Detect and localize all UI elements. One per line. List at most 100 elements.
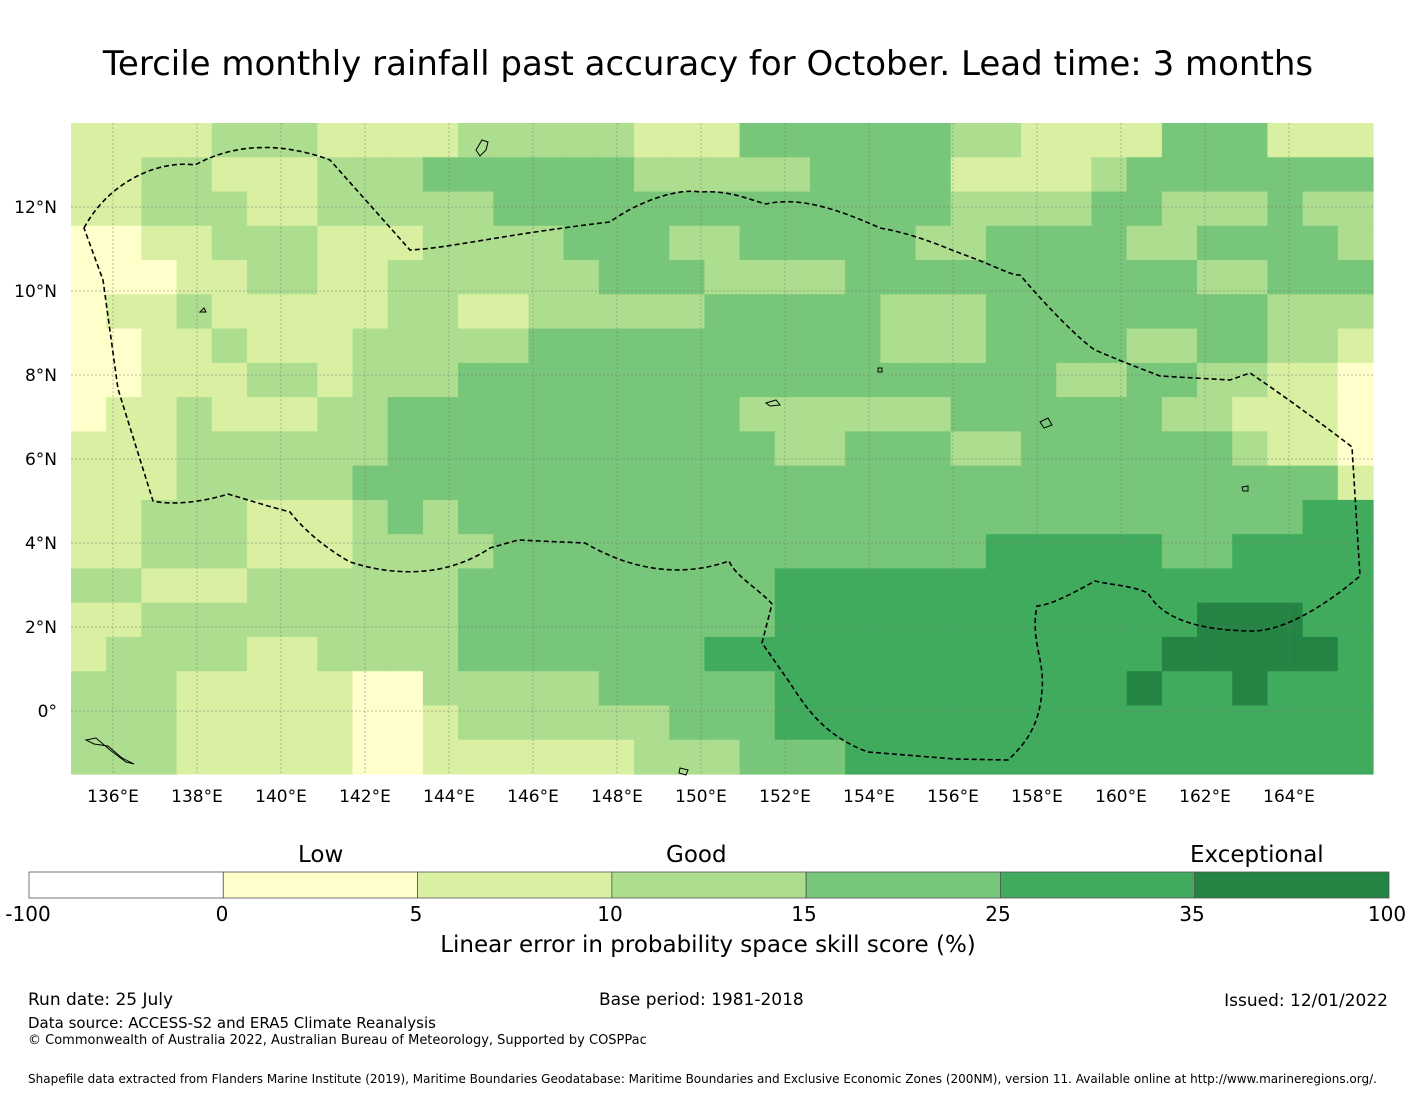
skill-cell (880, 739, 917, 775)
skill-cell (246, 739, 283, 775)
skill-cell (1126, 328, 1163, 364)
skill-cell (106, 705, 142, 741)
skill-cell (106, 123, 142, 158)
skill-cell (845, 534, 881, 570)
skill-cell (1267, 465, 1304, 501)
skill-cell (422, 123, 459, 158)
skill-cell (1126, 568, 1163, 604)
skill-cell (669, 671, 706, 707)
skill-cell (704, 157, 741, 193)
skill-cell (387, 362, 424, 398)
skill-cell (141, 397, 178, 432)
copyright: © Commonwealth of Australia 2022, Austra… (28, 1033, 647, 1048)
skill-cell (422, 671, 459, 707)
skill-cell (282, 260, 318, 295)
skill-cell (106, 431, 142, 467)
skill-cell (1126, 534, 1163, 570)
skill-cell (528, 260, 565, 295)
skill-cell (563, 499, 600, 535)
skill-cell (317, 294, 354, 330)
run-date: Run date: 25 July (28, 990, 174, 1010)
skill-cell (774, 260, 811, 295)
skill-cell (1091, 328, 1128, 364)
skill-cell (317, 534, 354, 570)
skill-cell (985, 328, 1022, 364)
skill-map: 136°E 138°E 140°E 142°E 144°E 146°E 148°E 150°E… (14, 123, 1374, 807)
skill-cell (1056, 705, 1093, 741)
skill-cell (563, 739, 600, 775)
data-source: Data source: ACCESS-S2 and ERA5 Climate … (28, 1014, 436, 1032)
skill-cell (809, 260, 846, 295)
skill-cell (141, 362, 178, 398)
skill-cell (598, 636, 635, 672)
skill-cell (141, 157, 178, 193)
skill-cell (1091, 534, 1128, 570)
skill-cell (1056, 362, 1093, 398)
skill-cell (985, 499, 1022, 535)
skill-cell (774, 499, 811, 535)
skill-cell (669, 465, 706, 501)
skill-cell (1021, 123, 1057, 158)
skill-cell (1056, 123, 1093, 158)
skill-cell (528, 739, 565, 775)
skill-cell (985, 397, 1022, 432)
skill-cell (246, 123, 283, 158)
skill-cell (1232, 705, 1269, 741)
skill-cell (1161, 568, 1198, 604)
skill-cell (528, 397, 565, 432)
skill-cell (915, 328, 952, 364)
longitude-label: 140°E (255, 787, 307, 807)
skill-cell (739, 568, 776, 604)
skill-cell (598, 602, 635, 638)
skill-cell (704, 671, 741, 707)
skill-cell (1126, 362, 1163, 398)
skill-cell (422, 534, 459, 570)
skill-cell (774, 123, 811, 158)
skill-cell (1232, 157, 1269, 193)
skill-cell (704, 362, 741, 398)
skill-cell (634, 671, 670, 707)
skill-cell (845, 294, 881, 330)
skill-cell (880, 328, 917, 364)
skill-cell (739, 602, 776, 638)
skill-cell (106, 568, 142, 604)
skill-cell (1267, 191, 1304, 227)
skill-cell (1161, 431, 1198, 467)
skill-cell (1091, 123, 1128, 158)
skill-cell (950, 602, 987, 638)
skill-cell (598, 157, 635, 193)
skill-cell (387, 602, 424, 638)
skill-cell (1056, 157, 1093, 193)
skill-cell (1091, 362, 1128, 398)
skill-cell (1126, 260, 1163, 295)
skill-cell (528, 328, 565, 364)
skill-cell (1126, 671, 1163, 707)
skill-cell (176, 671, 213, 707)
skill-cell (211, 225, 248, 261)
skill-cell (1126, 123, 1163, 158)
skill-cell (1337, 705, 1374, 741)
skill-cell (1161, 294, 1198, 330)
skill-cell (458, 123, 494, 158)
skill-cell (106, 602, 142, 638)
skill-cell (1126, 157, 1163, 193)
skill-cell (1021, 397, 1057, 432)
skill-cell (422, 362, 459, 398)
colorbar-tick: 5 (409, 902, 423, 926)
skill-cell (985, 636, 1022, 672)
skill-cell (71, 636, 107, 672)
skill-cell (704, 705, 741, 741)
skill-cell (1302, 225, 1339, 261)
skill-cell (352, 362, 389, 398)
skill-cell (1337, 465, 1374, 501)
skill-cell (915, 157, 952, 193)
skill-cell (211, 328, 248, 364)
skill-cell (880, 431, 917, 467)
skill-cell (422, 568, 459, 604)
skill-cell (774, 602, 811, 638)
skill-cell (1337, 123, 1374, 158)
skill-cell (422, 705, 459, 741)
skill-cell (246, 568, 283, 604)
skill-cell (1337, 671, 1374, 707)
skill-cell (317, 499, 354, 535)
